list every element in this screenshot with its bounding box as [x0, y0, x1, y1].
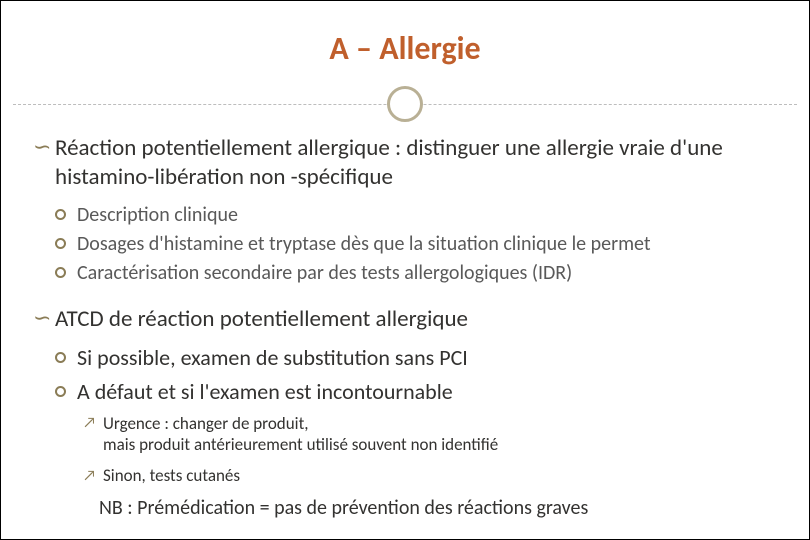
sublist: Si possible, examen de substitution sans… [55, 343, 777, 486]
tilde-icon: ∽ [33, 305, 51, 331]
ring-icon [55, 267, 66, 278]
center-circle-icon [387, 86, 423, 122]
bullet-lvl1: ∽ ATCD de réaction potentiellement aller… [33, 305, 777, 334]
arrow-icon: ↗ [83, 467, 96, 486]
bullet-lvl3: ↗ Urgence : changer de produit, mais pro… [83, 413, 777, 456]
ring-icon [55, 352, 66, 363]
lvl2-text: Si possible, examen de substitution sans… [77, 344, 468, 371]
title-area: A – Allergie [1, 1, 809, 68]
ring-icon [55, 209, 66, 220]
ring-icon [55, 386, 66, 397]
lvl3-text: Urgence : changer de produit, mais produ… [103, 413, 498, 455]
bullet-lvl2: Dosages d'histamine et tryptase dès que … [55, 231, 777, 258]
bullet-lvl1: ∽ Réaction potentiellement allergique : … [33, 134, 777, 192]
sublist: Description clinique Dosages d'histamine… [55, 202, 777, 287]
lvl2-text: Description clinique [77, 203, 238, 227]
lvl2-text: Caractérisation secondaire par des tests… [77, 261, 572, 285]
bullet-lvl2: Description clinique [55, 202, 777, 229]
tilde-icon: ∽ [33, 134, 51, 160]
lvl1-text: ATCD de réaction potentiellement allergi… [55, 305, 777, 334]
ring-icon [55, 238, 66, 249]
bullet-lvl2: A défaut et si l'examen est incontournab… [55, 377, 777, 407]
lvl2-text: Dosages d'histamine et tryptase dès que … [77, 232, 651, 256]
arrow-icon: ↗ [83, 414, 96, 433]
lvl3-text: Sinon, tests cutanés [103, 465, 240, 486]
note-text: NB : Prémédication = pas de prévention d… [99, 496, 777, 520]
slide-title: A – Allergie [329, 29, 480, 68]
lvl1-text: Réaction potentiellement allergique : di… [55, 134, 777, 192]
bullet-lvl2: Si possible, examen de substitution sans… [55, 343, 777, 373]
sublist-lvl3: ↗ Urgence : changer de produit, mais pro… [83, 413, 777, 487]
title-decoration [1, 86, 809, 126]
bullet-lvl3: ↗ Sinon, tests cutanés [83, 465, 777, 486]
bullet-lvl2: Caractérisation secondaire par des tests… [55, 260, 777, 287]
slide-content: ∽ Réaction potentiellement allergique : … [1, 126, 809, 520]
lvl2-text: A défaut et si l'examen est incontournab… [77, 378, 453, 405]
